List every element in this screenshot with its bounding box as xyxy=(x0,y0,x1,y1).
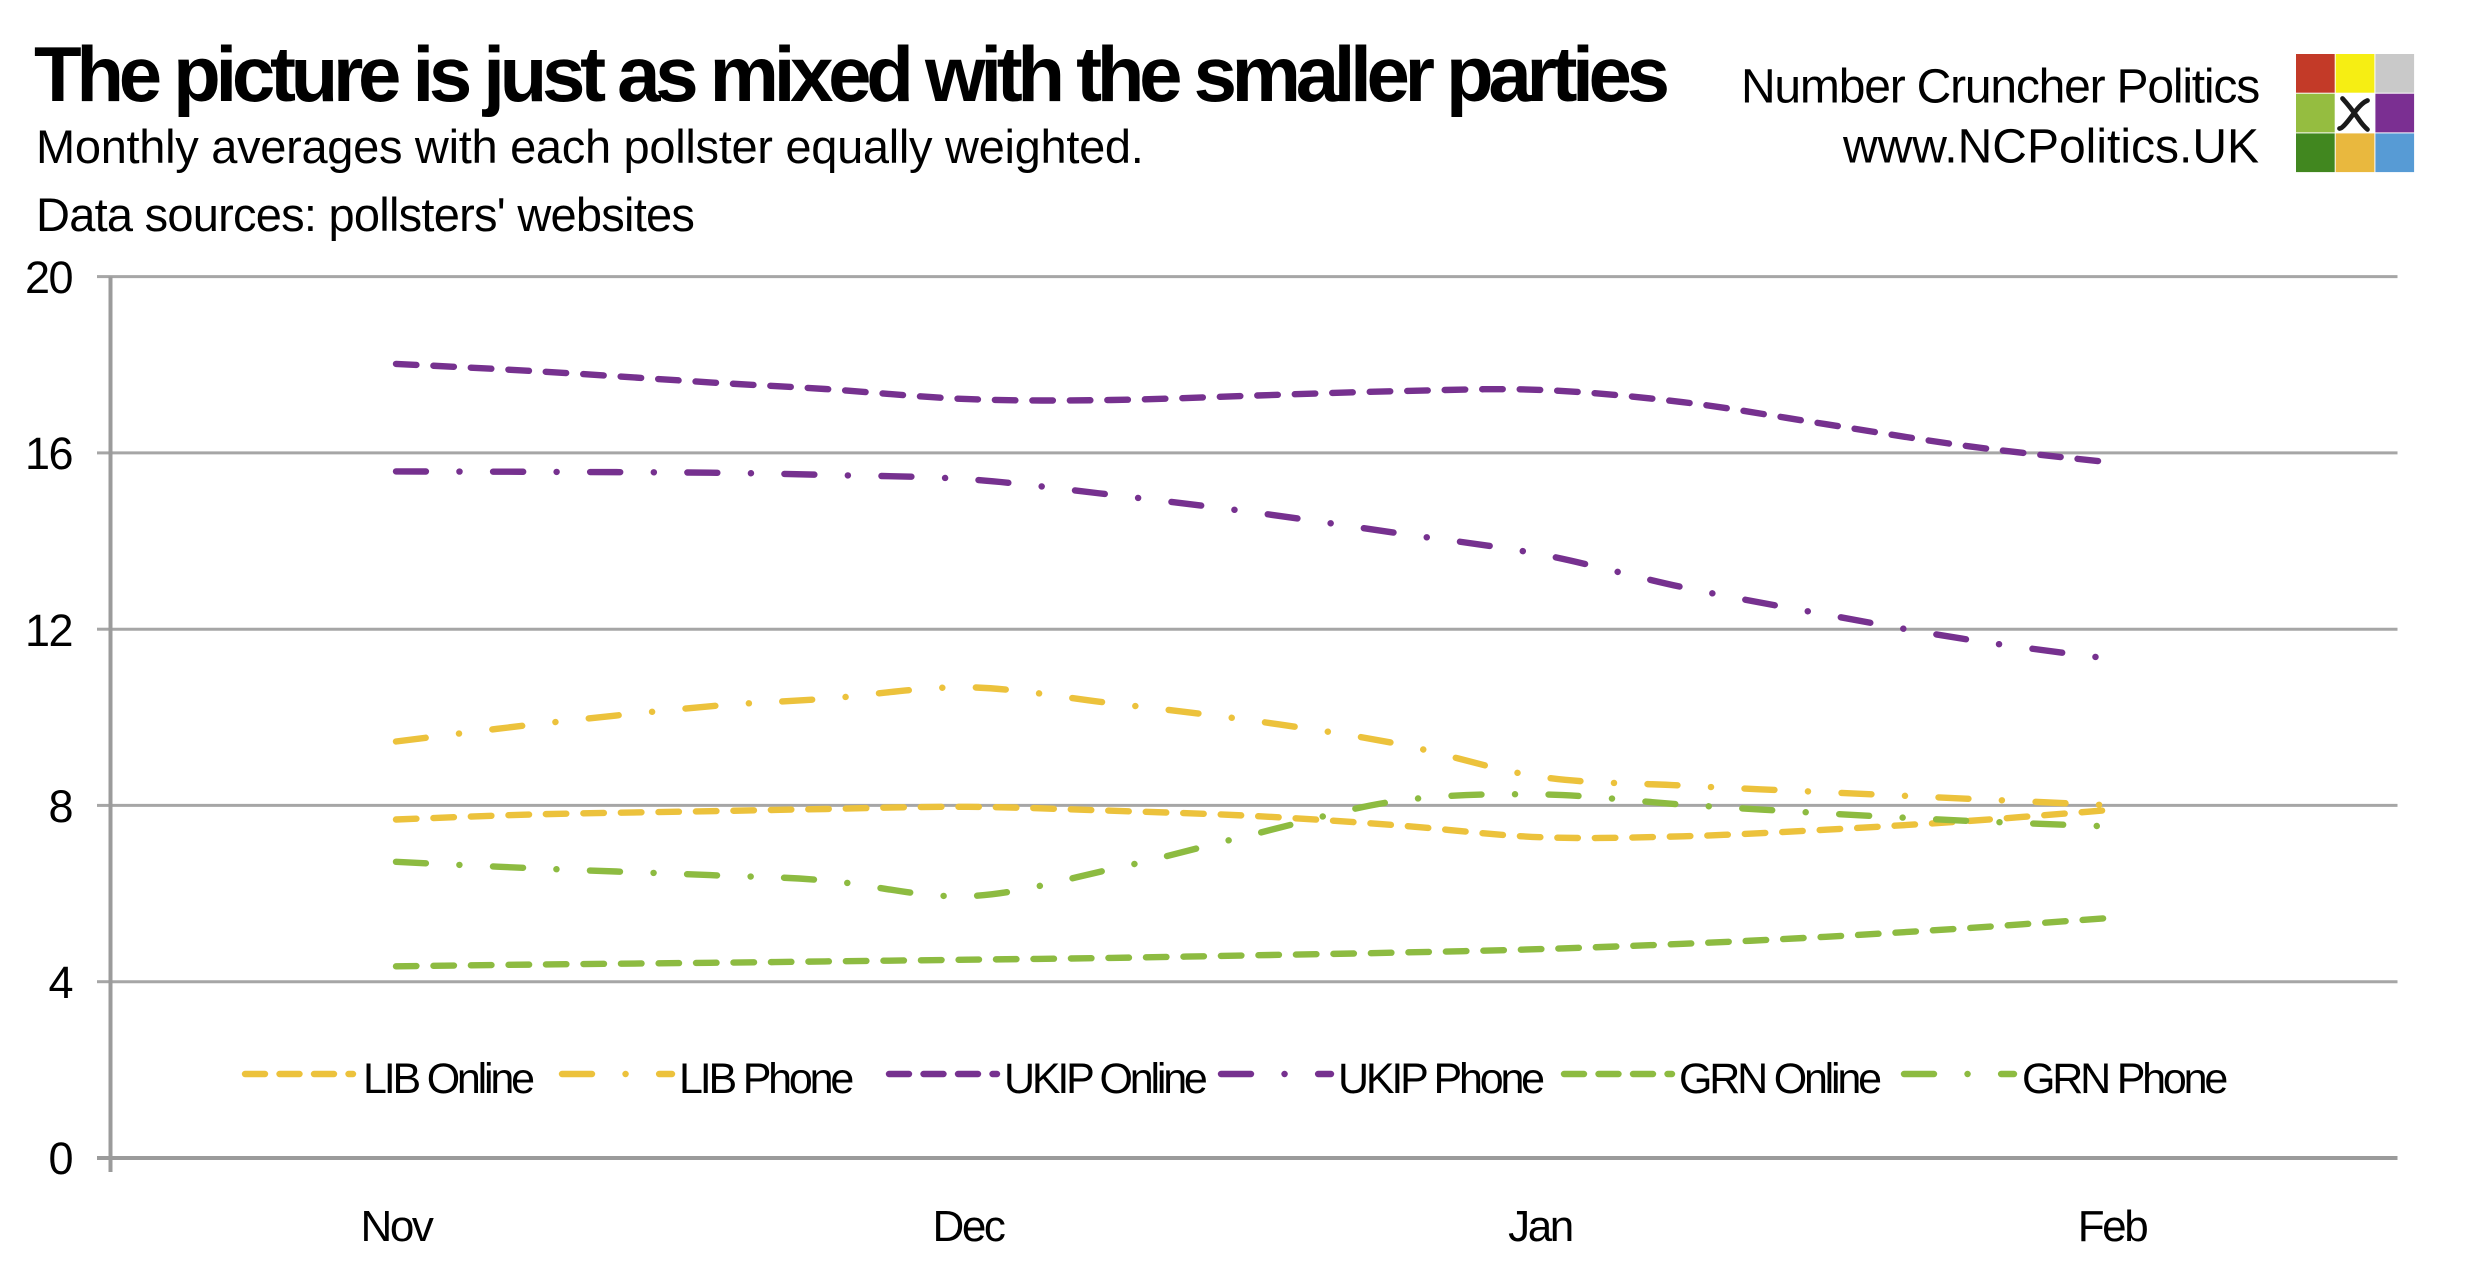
svg-text:UKIP Phone: UKIP Phone xyxy=(1338,1055,1543,1103)
svg-text:GRN Online: GRN Online xyxy=(1679,1055,1880,1103)
svg-text:Dec: Dec xyxy=(932,1202,1004,1251)
svg-text:20: 20 xyxy=(25,252,73,303)
svg-text:www.NCPolitics.UK: www.NCPolitics.UK xyxy=(1842,121,2259,174)
svg-text:Jan: Jan xyxy=(1508,1202,1572,1251)
svg-text:UKIP Online: UKIP Online xyxy=(1004,1055,1206,1103)
svg-text:Data sources: pollsters' websi: Data sources: pollsters' websites xyxy=(36,188,694,241)
svg-text:GRN Phone: GRN Phone xyxy=(2022,1055,2226,1103)
svg-text:Monthly averages with each pol: Monthly averages with each pollster equa… xyxy=(36,120,1144,173)
svg-text:Nov: Nov xyxy=(360,1202,433,1251)
svg-text:LIB Phone: LIB Phone xyxy=(679,1055,852,1103)
svg-text:0: 0 xyxy=(48,1133,72,1184)
svg-text:LIB Online: LIB Online xyxy=(363,1055,533,1103)
svg-text:4: 4 xyxy=(48,957,72,1008)
svg-text:16: 16 xyxy=(25,428,73,479)
svg-text:Number Cruncher Politics: Number Cruncher Politics xyxy=(1741,61,2259,114)
svg-text:8: 8 xyxy=(48,781,72,832)
svg-text:12: 12 xyxy=(25,605,72,656)
svg-text:Feb: Feb xyxy=(2078,1202,2148,1251)
svg-text:The picture is just as mixed w: The picture is just as mixed with the sm… xyxy=(34,30,1668,118)
